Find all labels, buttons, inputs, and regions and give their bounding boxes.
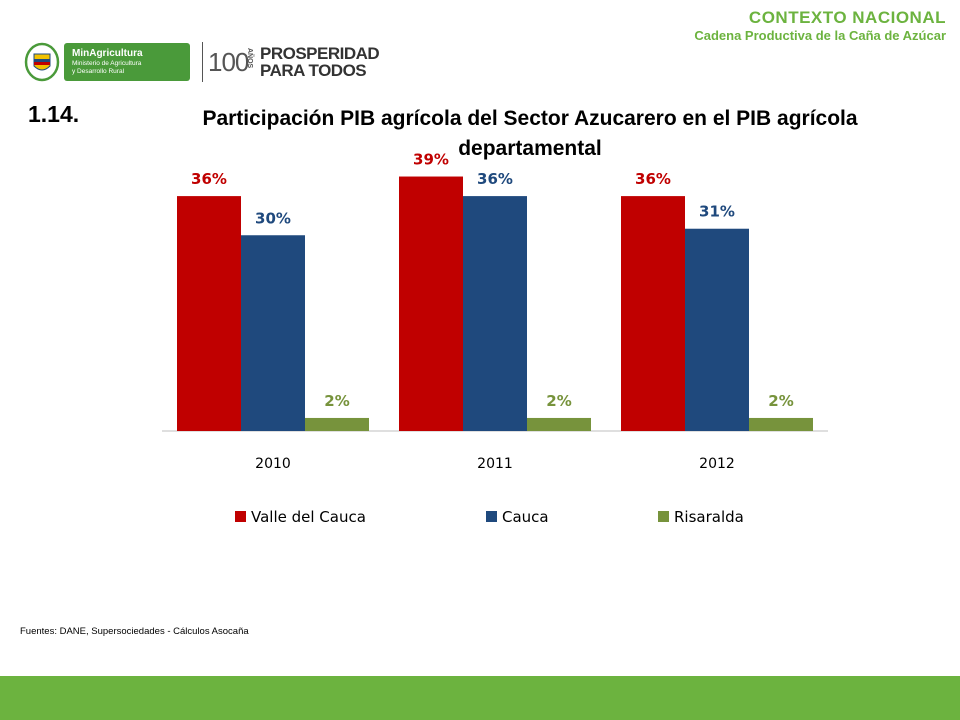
bar-cauca-2012: [685, 228, 749, 431]
data-label: 36%: [635, 170, 671, 188]
slide-title: Participación PIB agrícola del Sector Az…: [202, 107, 858, 160]
bar-risaralda-2011: [527, 417, 591, 431]
years-suffix: AÑOS: [246, 48, 253, 69]
data-label: 36%: [477, 170, 513, 188]
bar-valle-del-cauca-2011: [399, 176, 463, 431]
legend-label: Cauca: [502, 508, 549, 526]
section-title: CONTEXTO NACIONAL: [748, 8, 946, 27]
section-subtitle: Cadena Productiva de la Caña de Azúcar: [694, 28, 946, 43]
slogan-logo: PROSPERIDAD PARA TODOS: [260, 44, 380, 80]
source-note: Fuentes: DANE, Supersociedades - Cálculo…: [20, 626, 249, 637]
section-header: CONTEXTO NACIONAL Cadena Productiva de l…: [694, 8, 946, 44]
ministry-name: MinAgricultura: [72, 48, 143, 59]
legend-swatch: [235, 511, 246, 522]
legend-label: Risaralda: [674, 508, 744, 526]
bar-risaralda-2010: [305, 417, 369, 431]
ministry-logo: MinAgricultura Ministerio de Agricultura…: [64, 43, 190, 81]
data-label: 2%: [768, 392, 793, 410]
bar-cauca-2011: [463, 196, 527, 431]
data-label: 30%: [255, 209, 291, 227]
years-logo: 100: [202, 42, 249, 82]
bar-risaralda-2012: [749, 417, 813, 431]
data-label: 31%: [699, 203, 735, 221]
bar-valle-del-cauca-2012: [621, 196, 685, 431]
bar-cauca-2010: [241, 235, 305, 431]
data-label: 2%: [546, 392, 571, 410]
x-tick-label: 2011: [477, 456, 513, 472]
footer-bar: [0, 676, 960, 720]
legend-swatch: [658, 511, 669, 522]
x-tick-label: 2012: [699, 456, 735, 472]
legend-swatch: [486, 511, 497, 522]
bar-valle-del-cauca-2010: [177, 196, 241, 431]
coat-of-arms-icon: [24, 42, 60, 82]
slide-number: 1.14.: [28, 101, 80, 127]
x-tick-label: 2010: [255, 456, 291, 472]
data-label: 39%: [413, 151, 449, 169]
logo-strip: MinAgricultura Ministerio de Agricultura…: [24, 42, 384, 84]
bar-chart: 36% 30% 2% 2010 39% 36% 2% 2011 36% 31% 2% 2012 Vall…: [162, 151, 828, 526]
data-label: 2%: [324, 392, 349, 410]
ministry-description: Ministerio de Agricultura y Desarrollo R…: [72, 60, 142, 75]
data-label: 36%: [191, 170, 227, 188]
legend-label: Valle del Cauca: [251, 508, 366, 526]
